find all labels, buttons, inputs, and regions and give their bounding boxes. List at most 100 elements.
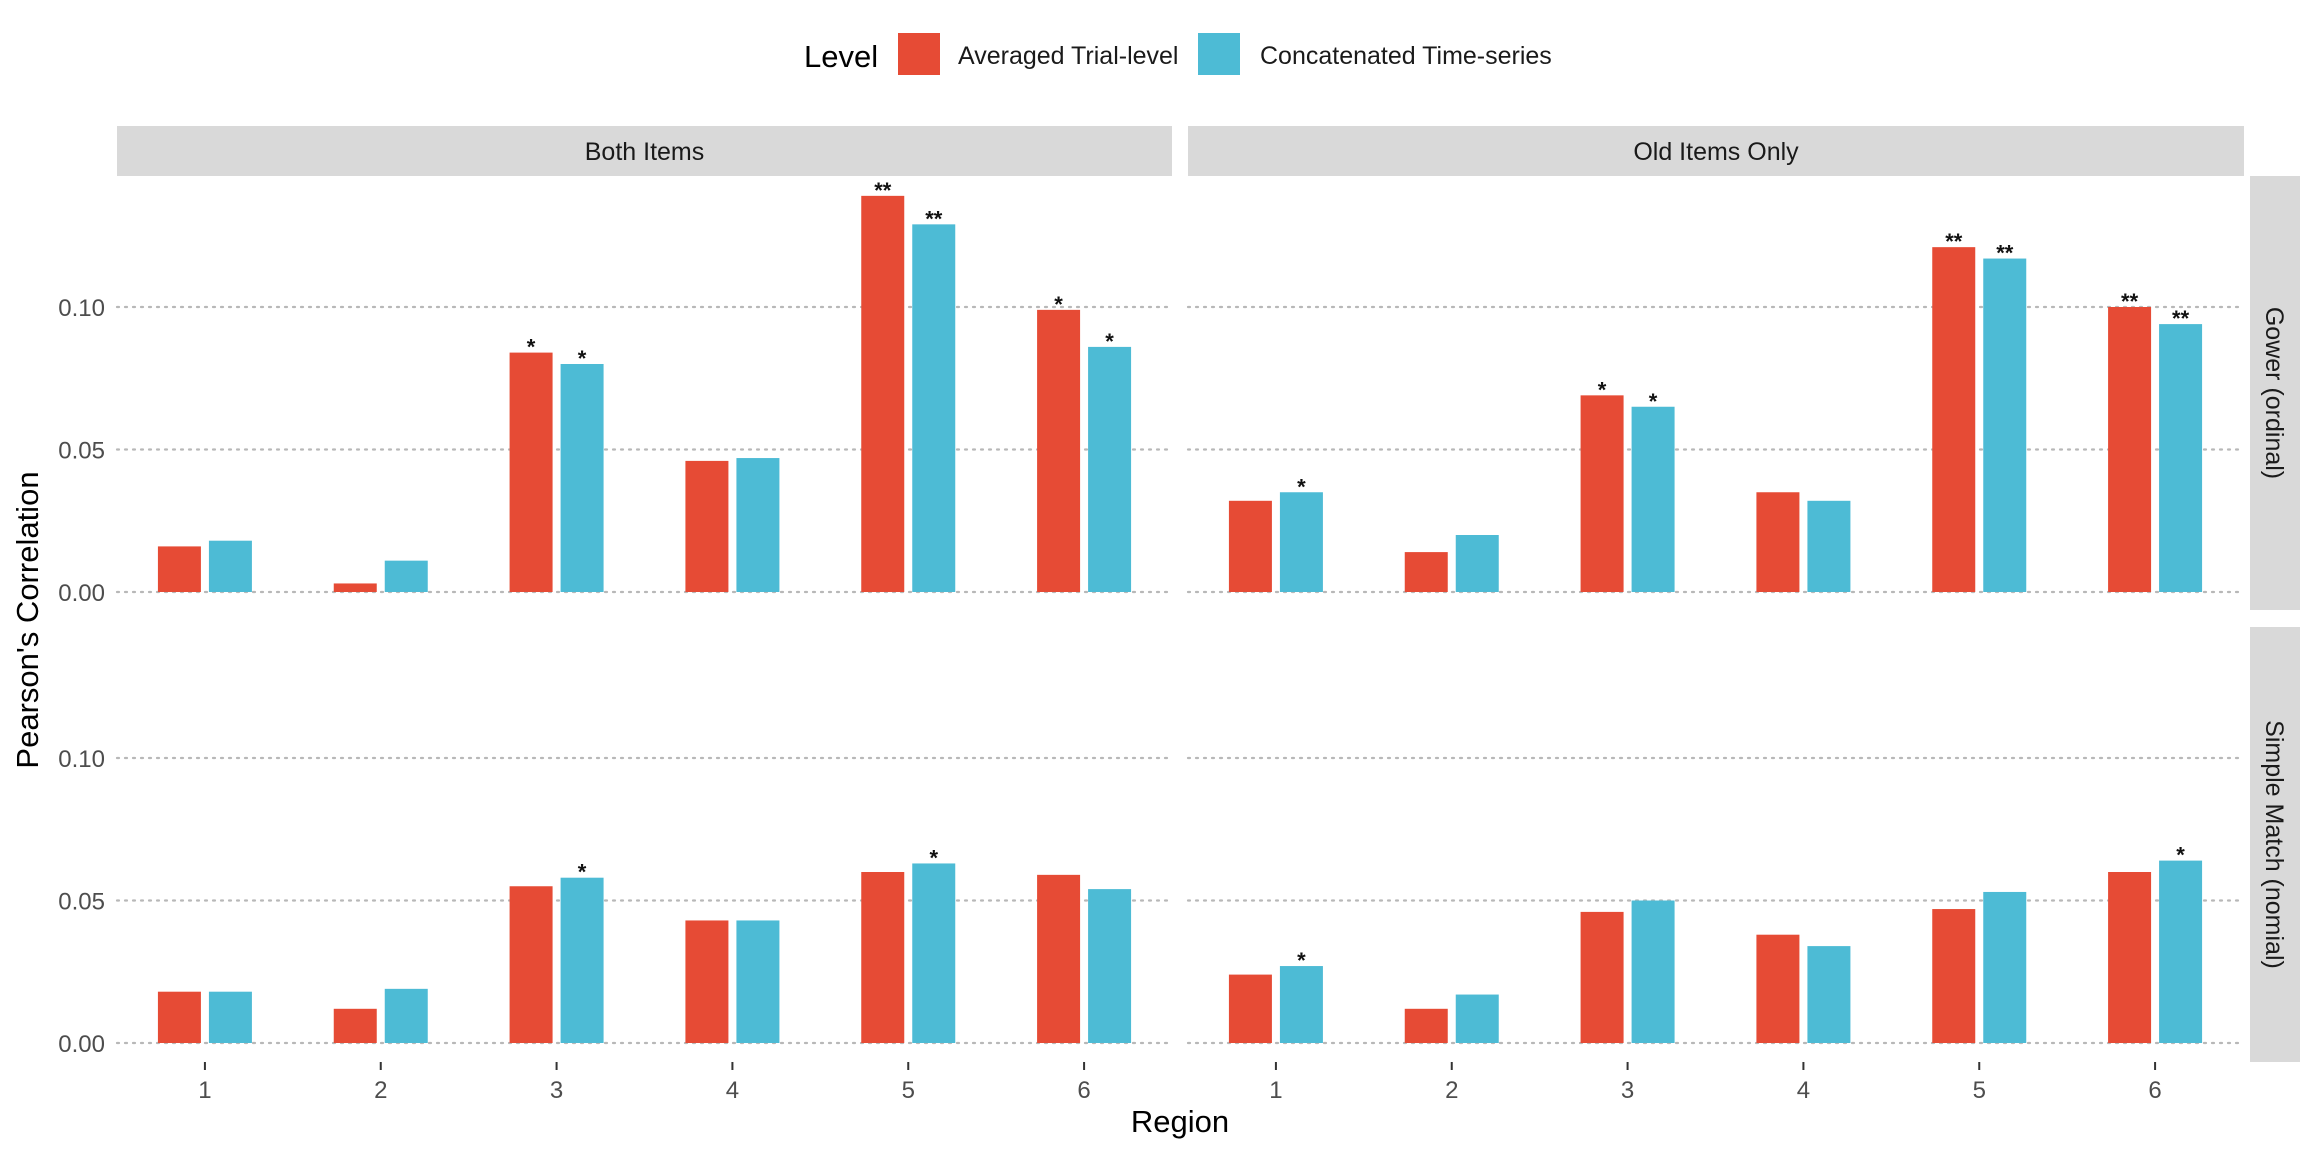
bar-averaged-simple-old-region-2	[1404, 1008, 1448, 1043]
x-tick-label: 4	[1797, 1077, 1810, 1104]
legend-key-2	[1198, 33, 1240, 75]
bar-concatenated-simple-both-region-5	[912, 863, 956, 1043]
x-tick-label: 2	[1445, 1077, 1458, 1104]
bar-concatenated-gower-old-region-5	[1983, 258, 2027, 592]
bar-averaged-simple-both-region-1	[157, 991, 201, 1043]
significance-label: *	[2176, 843, 2185, 868]
bar-concatenated-gower-both-region-2	[384, 560, 428, 592]
bar-averaged-simple-old-region-3	[1580, 911, 1624, 1043]
significance-label: **	[2172, 306, 2190, 331]
bar-concatenated-simple-old-region-1	[1279, 966, 1323, 1043]
bar-concatenated-gower-both-region-6	[1088, 346, 1132, 592]
bar-concatenated-simple-both-region-1	[208, 991, 252, 1043]
x-tick-label: 5	[902, 1077, 915, 1104]
x-tick-label: 1	[198, 1077, 211, 1104]
legend-label-1: Averaged Trial-level	[958, 42, 1178, 70]
bar-averaged-simple-old-region-5	[1932, 909, 1976, 1043]
y-tick-label: 0.05	[58, 438, 105, 465]
significance-label: *	[929, 845, 938, 870]
y-tick-label: 0.00	[58, 580, 105, 607]
y-tick-label: 0.10	[58, 295, 105, 322]
bar-concatenated-simple-both-region-6	[1088, 889, 1132, 1043]
column-strip-label-2: Old Items Only	[1633, 138, 1799, 166]
bar-averaged-simple-both-region-3	[509, 886, 553, 1043]
x-tick-label: 3	[550, 1077, 563, 1104]
bar-averaged-simple-old-region-1	[1228, 974, 1272, 1043]
bar-concatenated-gower-old-region-4	[1807, 500, 1851, 592]
significance-label: *	[1297, 948, 1306, 973]
legend-key-1	[898, 33, 940, 75]
x-tick-label: 2	[374, 1077, 387, 1104]
significance-label: *	[1054, 292, 1063, 317]
bar-averaged-gower-both-region-2	[333, 583, 377, 592]
bar-concatenated-gower-both-region-3	[560, 364, 604, 592]
bar-concatenated-simple-both-region-2	[384, 988, 428, 1043]
bar-concatenated-simple-both-region-4	[736, 920, 780, 1043]
bar-averaged-gower-old-region-3	[1580, 395, 1624, 592]
legend-title: Level	[804, 39, 878, 74]
row-strip-1	[2250, 176, 2300, 610]
significance-label: **	[874, 178, 892, 203]
bar-averaged-simple-old-region-6	[2108, 872, 2152, 1043]
x-tick-label: 6	[2148, 1077, 2161, 1104]
row-strip-label-2: Simple Match (nomial)	[2260, 720, 2288, 969]
bar-averaged-gower-both-region-3	[509, 352, 553, 592]
bar-concatenated-gower-old-region-1	[1279, 492, 1323, 592]
bar-concatenated-gower-both-region-1	[208, 540, 252, 592]
significance-label: *	[1105, 329, 1114, 354]
bar-concatenated-simple-old-region-2	[1455, 994, 1499, 1043]
column-strip-1	[117, 126, 1172, 176]
x-tick-label: 4	[726, 1077, 739, 1104]
bar-averaged-gower-old-region-6	[2108, 307, 2152, 592]
x-axis-title: Region	[1131, 1104, 1229, 1139]
bar-averaged-simple-both-region-4	[685, 920, 729, 1043]
bar-concatenated-simple-old-region-6	[2159, 860, 2203, 1043]
bar-concatenated-simple-old-region-5	[1983, 891, 2027, 1043]
bar-concatenated-simple-old-region-4	[1807, 946, 1851, 1043]
y-axis-title: Pearson's Correlation	[10, 471, 45, 768]
bar-averaged-simple-both-region-2	[333, 1008, 377, 1043]
x-tick-label: 5	[1973, 1077, 1986, 1104]
bar-concatenated-simple-old-region-3	[1631, 900, 1675, 1043]
significance-label: *	[578, 346, 587, 371]
y-tick-label: 0.05	[58, 889, 105, 916]
bar-averaged-simple-both-region-6	[1037, 874, 1081, 1043]
significance-label: *	[1297, 474, 1306, 499]
y-tick-label: 0.00	[58, 1031, 105, 1058]
significance-label: *	[527, 335, 536, 360]
bar-averaged-gower-old-region-5	[1932, 247, 1976, 592]
column-strip-2	[1188, 126, 2244, 176]
bar-concatenated-gower-old-region-2	[1455, 535, 1499, 592]
bar-averaged-gower-both-region-5	[861, 195, 905, 592]
row-strip-2	[2250, 627, 2300, 1062]
bar-averaged-simple-both-region-5	[861, 872, 905, 1043]
bar-concatenated-gower-old-region-3	[1631, 406, 1675, 592]
significance-label: *	[1598, 377, 1607, 402]
bar-averaged-gower-old-region-4	[1756, 492, 1800, 592]
y-tick-label: 0.10	[58, 746, 105, 773]
bar-averaged-gower-old-region-2	[1404, 552, 1448, 592]
significance-label: *	[578, 860, 587, 885]
bar-averaged-gower-both-region-4	[685, 460, 729, 592]
x-tick-label: 6	[1077, 1077, 1090, 1104]
bar-averaged-gower-both-region-6	[1037, 309, 1081, 592]
significance-label: **	[1996, 241, 2014, 266]
x-tick-label: 1	[1269, 1077, 1282, 1104]
column-strip-label-1: Both Items	[585, 138, 705, 166]
bar-concatenated-simple-both-region-3	[560, 877, 604, 1043]
bar-averaged-gower-both-region-1	[157, 546, 201, 592]
significance-label: **	[2121, 289, 2139, 314]
significance-label: **	[1945, 229, 1963, 254]
bar-averaged-gower-old-region-1	[1228, 500, 1272, 592]
significance-label: *	[1649, 389, 1658, 414]
bar-concatenated-gower-both-region-5	[912, 224, 956, 592]
significance-label: **	[925, 206, 943, 231]
bar-concatenated-gower-both-region-4	[736, 458, 780, 592]
row-strip-label-1: Gower (ordinal)	[2260, 307, 2288, 479]
x-tick-label: 3	[1621, 1077, 1634, 1104]
legend-label-2: Concatenated Time-series	[1260, 42, 1552, 70]
bar-concatenated-gower-old-region-6	[2159, 324, 2203, 592]
bar-averaged-simple-old-region-4	[1756, 934, 1800, 1043]
